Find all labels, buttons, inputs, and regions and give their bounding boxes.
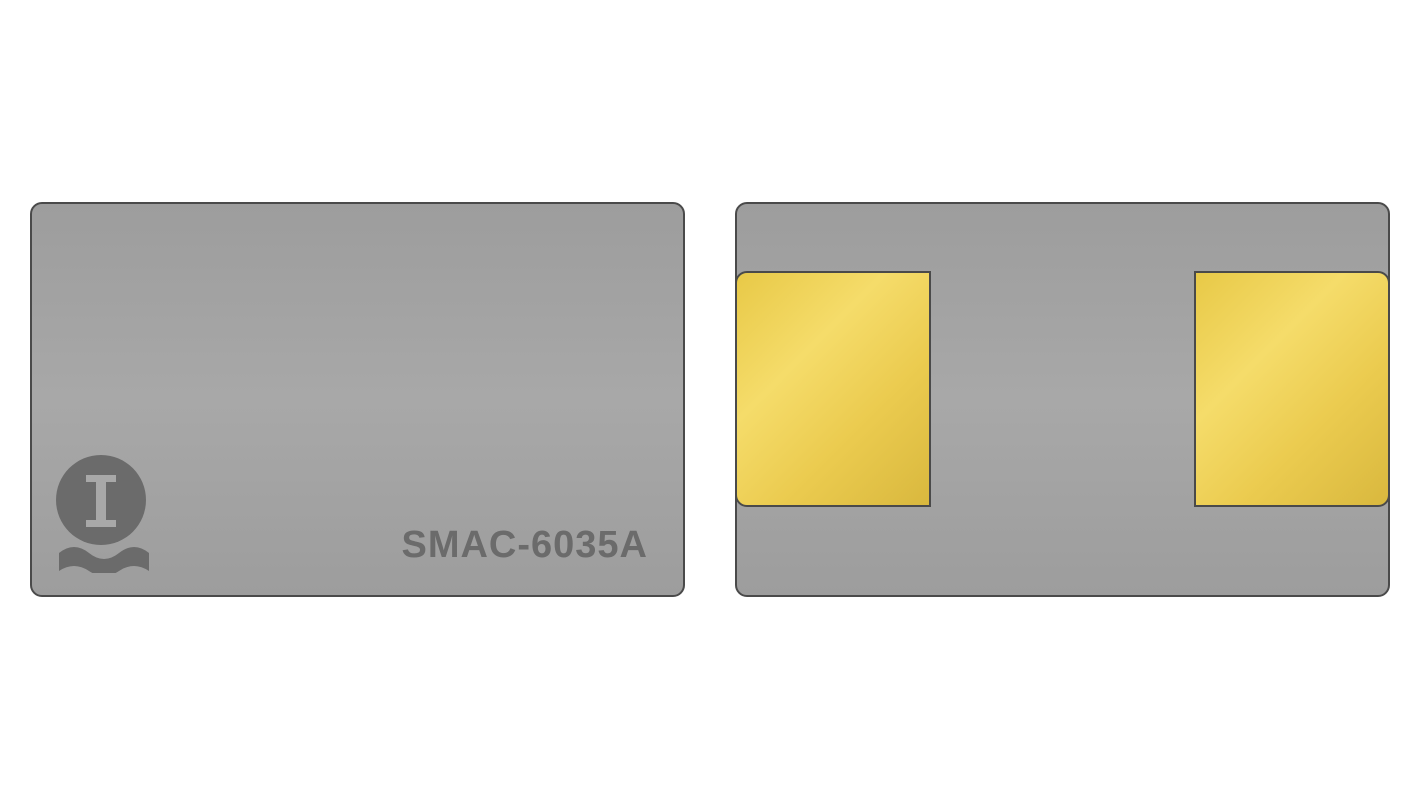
part-number-label: SMAC-6035A [401,524,648,567]
component-back-view [735,202,1390,597]
solder-pad-left [735,271,931,507]
brand-logo-icon [54,453,149,573]
solder-pad-right [1194,271,1390,507]
component-front-view: SMAC-6035A [30,202,685,597]
